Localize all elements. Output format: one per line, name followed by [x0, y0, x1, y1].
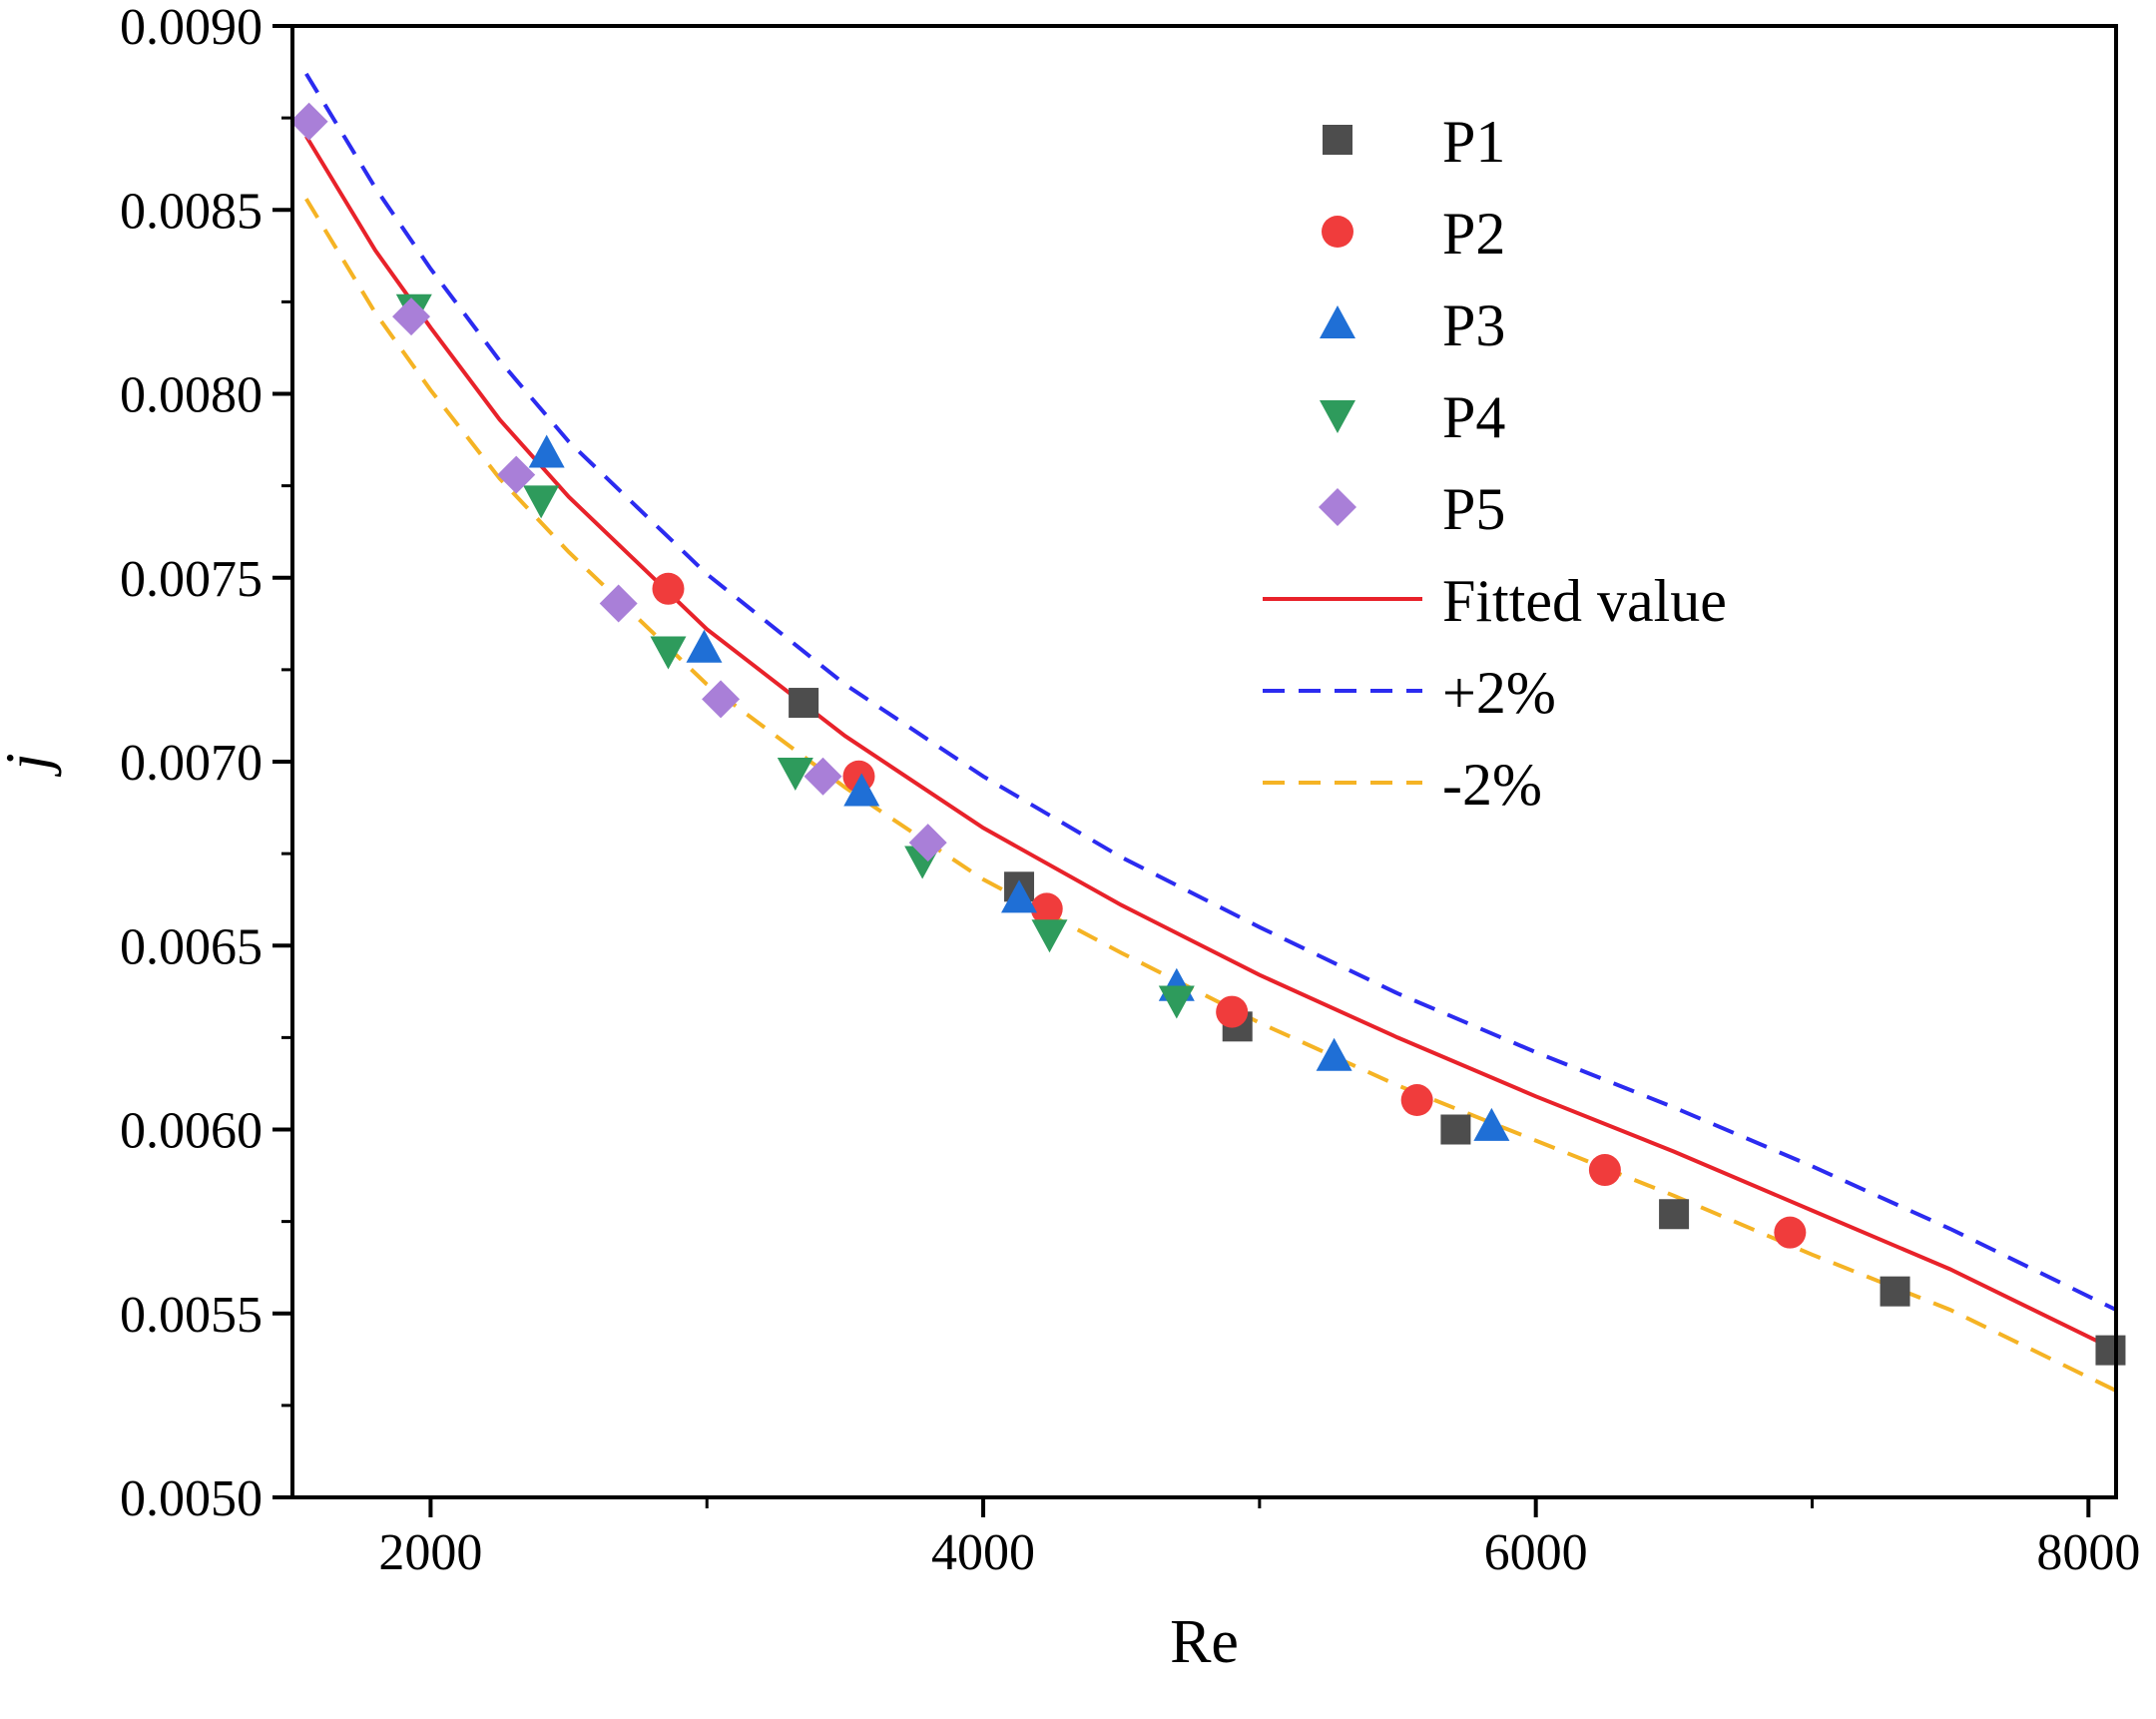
- legend-marker-p1: [1323, 125, 1352, 155]
- point-p1: [1440, 1114, 1471, 1145]
- point-p2: [1400, 1084, 1433, 1117]
- axes-layer: 2000 4000 6000 8000 0.0050 0.0055 0.0060 0.0065…: [120, 0, 2140, 1581]
- legend-marker-p3: [1320, 305, 1355, 338]
- x-axis-title: Re: [1170, 1608, 1239, 1676]
- legend-label-p1: P1: [1442, 109, 1505, 175]
- point-p5: [497, 455, 536, 494]
- legend-label-p2: P2: [1442, 201, 1505, 267]
- point-p5: [392, 297, 431, 336]
- point-p5: [908, 824, 947, 862]
- point-p5: [599, 584, 638, 623]
- fit-lines-layer: [304, 72, 2117, 1393]
- point-p5: [702, 680, 741, 719]
- point-p3: [1316, 1037, 1352, 1071]
- y-tick-label: 0.0090: [120, 0, 263, 56]
- x-tick-label: 4000: [931, 1524, 1035, 1581]
- point-p5: [804, 757, 842, 796]
- legend-marker-p4: [1320, 400, 1355, 433]
- point-p4: [777, 758, 813, 792]
- point-p5: [289, 102, 328, 141]
- line--2-: [304, 72, 2117, 1312]
- x-tick-label: 2000: [378, 1524, 482, 1581]
- data-points-layer: [289, 102, 2126, 1366]
- point-p4: [1158, 985, 1195, 1019]
- legend-label-line-0: Fitted value: [1442, 568, 1727, 634]
- point-p4: [523, 485, 560, 519]
- y-axis-title: j: [0, 753, 62, 777]
- x-tick-label: 6000: [1484, 1524, 1588, 1581]
- y-tick-label: 0.0080: [120, 367, 263, 424]
- legend-marker-p2: [1322, 216, 1353, 248]
- line-fitted-value: [304, 135, 2117, 1353]
- point-p3: [686, 629, 723, 663]
- y-tick-label: 0.0050: [120, 1470, 263, 1527]
- point-p3: [1473, 1107, 1510, 1141]
- legend-label-p3: P3: [1442, 292, 1505, 358]
- point-p1: [789, 688, 819, 719]
- y-tick-label: 0.0060: [120, 1103, 263, 1160]
- point-p2: [1588, 1154, 1621, 1187]
- point-p2: [1030, 892, 1063, 925]
- legend: P1 P2 P3 P4 P5 Fitted value +2% -2%: [1263, 109, 1727, 818]
- legend-label-p4: P4: [1442, 384, 1505, 450]
- y-tick-label: 0.0065: [120, 918, 263, 975]
- point-p3: [528, 434, 565, 468]
- legend-marker-p5: [1319, 488, 1356, 526]
- point-p4: [1031, 919, 1068, 953]
- line--2-: [304, 198, 2117, 1393]
- y-tick-label: 0.0075: [120, 551, 263, 608]
- point-p2: [1774, 1216, 1807, 1249]
- point-p1: [2095, 1335, 2126, 1366]
- point-p1: [1880, 1276, 1910, 1307]
- point-p2: [1216, 995, 1249, 1028]
- point-p3: [843, 773, 880, 807]
- point-p2: [652, 572, 685, 605]
- y-tick-label: 0.0070: [120, 735, 263, 792]
- legend-label-line-2: -2%: [1442, 752, 1542, 818]
- point-p1: [1659, 1199, 1690, 1230]
- y-tick-label: 0.0085: [120, 183, 263, 240]
- legend-label-p5: P5: [1442, 476, 1505, 542]
- point-p3: [1001, 879, 1038, 913]
- plot-frame: [290, 24, 2118, 1499]
- x-tick-label: 8000: [2036, 1524, 2140, 1581]
- legend-label-line-1: +2%: [1442, 660, 1556, 726]
- y-tick-label: 0.0055: [120, 1287, 263, 1344]
- point-p4: [650, 636, 687, 670]
